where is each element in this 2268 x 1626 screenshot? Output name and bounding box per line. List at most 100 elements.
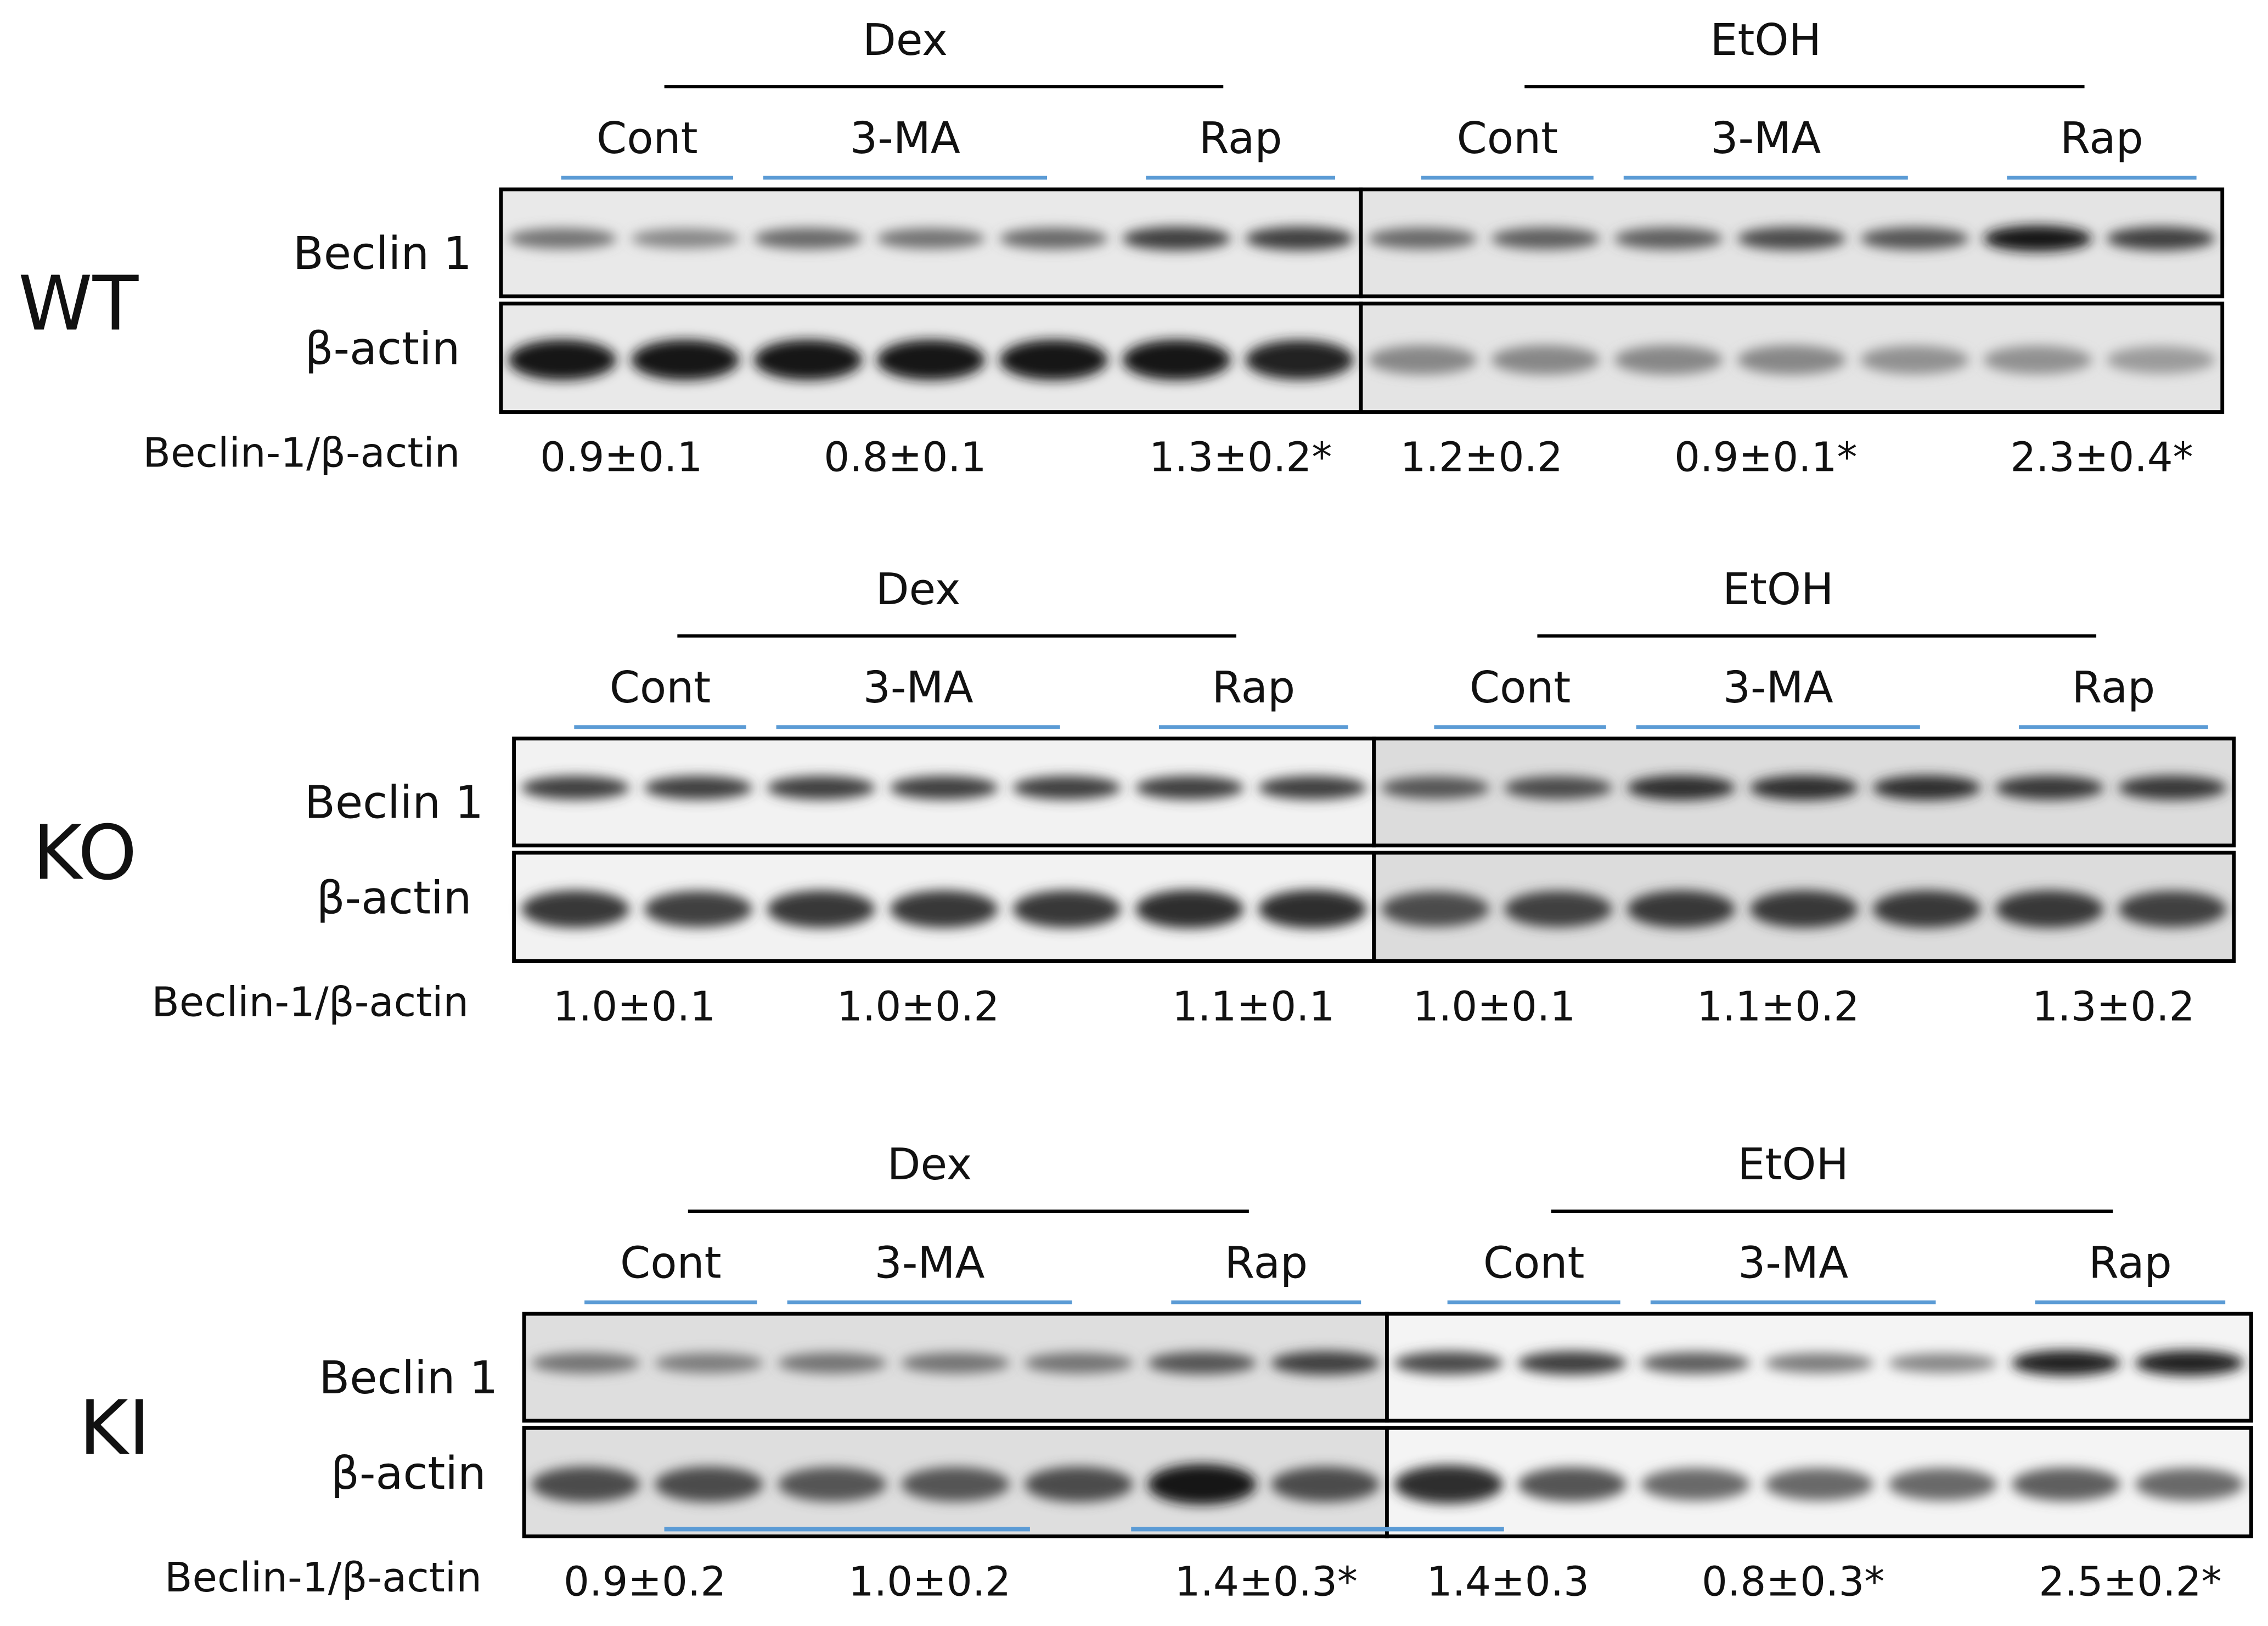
protein-band (1258, 775, 1367, 800)
beclin-blot (512, 736, 1376, 848)
protein-band (778, 1352, 887, 1374)
ratio-value: 1.1±0.1 (1172, 983, 1335, 1030)
condition-label: Cont (1483, 1237, 1585, 1288)
protein-band (2106, 346, 2215, 374)
protein-band (655, 1466, 763, 1503)
protein-band (508, 228, 617, 249)
protein-band (1983, 225, 2092, 252)
condition-label: 3-MA (850, 113, 960, 164)
treatment-label: EtOH (1737, 1139, 1848, 1190)
ratio-value: 1.4±0.3 (1427, 1559, 1589, 1606)
protein-band (1271, 1351, 1380, 1375)
ratio-value: 2.5±0.2* (2039, 1559, 2221, 1606)
blot-frame (1372, 736, 2236, 848)
blot-panel-ki: KI Dex Cont 3-MA Rap 0.9±0.2 1.0±0.2 1.4±0.3* Et… (79, 1139, 2253, 1606)
protein-band (1872, 775, 1981, 801)
protein-band (754, 228, 863, 250)
treatment-group-etoh: EtOH Cont 3-MA Rap 1.4±0.3 0.8±0.3* 2.5±0.2* (1385, 1139, 2253, 1606)
ratio-value: 0.9±0.1* (1674, 435, 1857, 481)
ratio-row-label: Beclin-1/β-actin (151, 980, 469, 1026)
genotype-label: KI (79, 1385, 150, 1472)
ratio-value: 0.9±0.1 (540, 435, 702, 481)
protein-band (1764, 1468, 1873, 1501)
ratio-value: 1.0±0.2 (848, 1559, 1011, 1606)
protein-band (1381, 776, 1490, 800)
beclin-blot (499, 187, 1363, 299)
protein-band (1394, 1351, 1503, 1375)
blot-frame (1359, 187, 2225, 299)
condition-label: 3-MA (875, 1237, 985, 1288)
actin-blot (1359, 301, 2225, 414)
condition-label: Cont (620, 1237, 722, 1288)
beclin-row-label: Beclin 1 (305, 777, 483, 829)
ratio-value: 1.0±0.1 (1413, 983, 1575, 1030)
protein-band (2011, 1467, 2120, 1501)
protein-band (644, 891, 752, 927)
protein-band (1135, 775, 1244, 800)
protein-band (1860, 345, 1969, 374)
protein-band (778, 1467, 887, 1502)
protein-band (1641, 1468, 1750, 1501)
actin-blot (499, 301, 1363, 414)
protein-band (2135, 1468, 2244, 1501)
actin-row-label: β-actin (331, 1448, 486, 1500)
treatment-label: EtOH (1710, 15, 1821, 65)
ratio-value: 1.1±0.2 (1697, 983, 1859, 1030)
protein-band (1627, 775, 1735, 801)
actin-blot (512, 851, 1376, 963)
protein-band (1614, 227, 1723, 250)
protein-band (767, 775, 875, 800)
beclin-blot (1359, 187, 2225, 299)
actin-blot (522, 1426, 1389, 1539)
treatment-label: Dex (876, 564, 961, 615)
protein-band (1995, 775, 2104, 800)
condition-label: 3-MA (1738, 1237, 1848, 1288)
protein-band (1381, 891, 1490, 927)
condition-label: 3-MA (1710, 113, 1821, 164)
protein-band (2106, 227, 2215, 251)
beclin-row-label: Beclin 1 (293, 228, 472, 280)
protein-band (1491, 345, 1600, 375)
ratio-row-label: Beclin-1/β-actin (143, 430, 460, 477)
protein-band (1517, 1351, 1627, 1375)
blot-frame (1372, 851, 2236, 963)
protein-band (2011, 1350, 2120, 1376)
ratio-value: 1.0±0.2 (837, 983, 999, 1030)
protein-band (1491, 227, 1600, 250)
protein-band (2135, 1350, 2244, 1376)
protein-band (1983, 345, 2092, 374)
protein-band (1995, 890, 2104, 928)
protein-band (1025, 1352, 1133, 1374)
protein-band (644, 775, 752, 800)
actin-blot (1385, 1426, 2253, 1539)
protein-band (1012, 775, 1121, 800)
condition-label: Cont (1457, 113, 1558, 164)
treatment-group-dex: Dex Cont 3-MA Rap 1.0±0.1 1.0±0.2 1.1±0.1 (512, 564, 1376, 1030)
protein-band (1245, 227, 1354, 251)
protein-band (531, 1352, 640, 1374)
blot-frame (1359, 301, 2225, 414)
protein-band (1025, 1466, 1133, 1503)
protein-band (1504, 891, 1613, 927)
protein-band (1245, 340, 1354, 380)
protein-band (1749, 890, 1858, 928)
beclin-blot (1385, 1312, 2253, 1423)
protein-band (1271, 1466, 1380, 1503)
protein-band (655, 1353, 763, 1374)
protein-band (1012, 890, 1121, 928)
condition-label: 3-MA (863, 662, 973, 713)
protein-band (1122, 227, 1231, 251)
protein-band (754, 339, 863, 380)
blot-frame (1385, 1426, 2253, 1539)
protein-band (631, 228, 740, 249)
genotype-label: KO (33, 809, 137, 897)
protein-band (890, 775, 998, 800)
condition-label: Rap (2060, 113, 2143, 164)
protein-band (1122, 339, 1231, 380)
protein-band (1737, 345, 1846, 375)
ratio-row-label: Beclin-1/β-actin (165, 1555, 482, 1601)
protein-band (521, 775, 630, 800)
protein-band (1872, 890, 1981, 928)
condition-label: Rap (1199, 113, 1282, 164)
beclin-blot (522, 1312, 1389, 1423)
